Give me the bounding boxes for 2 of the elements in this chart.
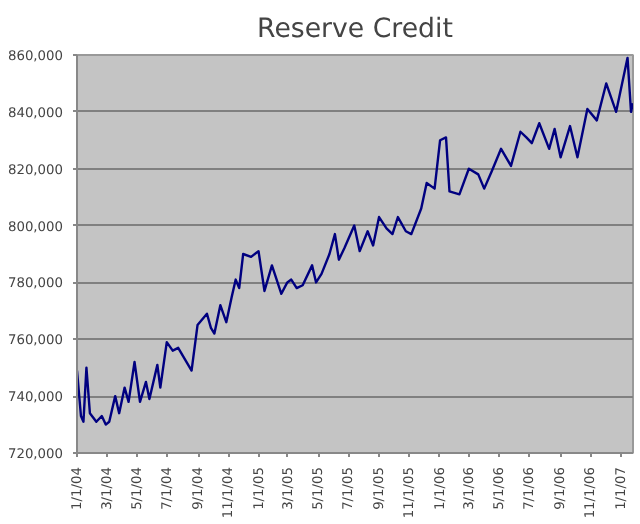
- chart-title: Reserve Credit: [257, 15, 453, 45]
- line-series: [77, 56, 633, 426]
